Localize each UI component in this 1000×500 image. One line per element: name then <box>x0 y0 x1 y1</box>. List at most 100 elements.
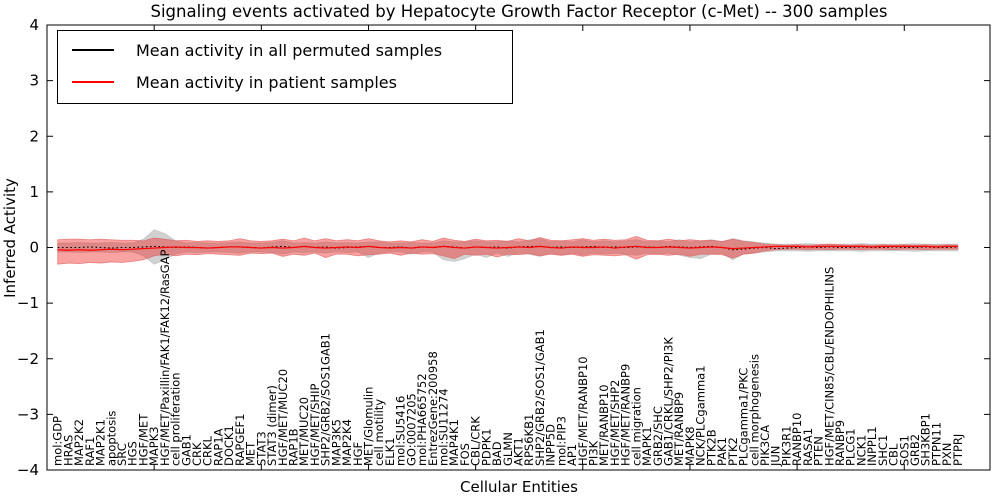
x-tick-label: RASA1 <box>801 428 815 466</box>
x-tick-label: PXN <box>940 443 954 466</box>
x-tick-label: MAP2K1 <box>94 419 108 466</box>
x-tick-label: RANBP10 <box>790 413 804 466</box>
y-tick-label: 0 <box>29 239 39 257</box>
x-tick-label: PTK2 <box>726 437 740 466</box>
x-tick-label: NCK1 <box>854 435 868 467</box>
x-tick-label: mol:PIP3 <box>554 416 568 466</box>
x-tick-label: MAP3K5 <box>329 419 343 466</box>
x-tick-label: HRAS <box>61 435 75 466</box>
x-tick-label: MAPK3 <box>147 426 161 466</box>
x-tick-labels: mol:GDPHRASMAP2K2RAF1MAP2K1apoptosisSRCH… <box>51 249 965 467</box>
chart-title: Signaling events activated by Hepatocyte… <box>151 2 888 21</box>
x-tick-label: SH3KBP1 <box>919 413 933 466</box>
x-tick-label: HGF/MET/SHIP <box>308 384 322 466</box>
x-tick-label: PTEN <box>812 436 826 466</box>
x-tick-label: HGF/MET/CIN85/CBL/ENDOPHILINS <box>822 267 836 466</box>
x-tick-label: MET/MUC20 <box>297 397 311 466</box>
x-tick-label: STAT3 (dimer) <box>265 385 279 466</box>
x-tick-label: JUN <box>769 446 783 467</box>
legend-label-patient: Mean activity in patient samples <box>136 72 397 92</box>
x-tick-label: AKT1 <box>512 437 526 466</box>
x-tick-label: DOCK1 <box>222 425 236 466</box>
x-tick-label: MAPK1 <box>640 426 654 466</box>
y-tick-label: 4 <box>29 16 39 34</box>
legend-line-patient-icon <box>72 81 114 83</box>
y-tick-label: 1 <box>29 183 39 201</box>
x-tick-label: PAK1 <box>715 437 729 466</box>
x-tick-label: PLCG1 <box>844 428 858 466</box>
x-tick-label: GAB1/CRKL/SHP2/PI3K <box>662 337 676 466</box>
patient-mean-line <box>57 245 958 251</box>
mean-lines <box>57 245 958 251</box>
y-tick-label: −2 <box>17 350 39 368</box>
x-tick-label: MET <box>244 441 258 466</box>
x-tick-label: GAB1 <box>179 434 193 466</box>
x-tick-label: PDPK1 <box>479 428 493 466</box>
x-tick-label: mol:SU11274 <box>436 388 450 466</box>
x-tick-label: PTPRJ <box>951 434 965 466</box>
x-tick-label: GO:0007205 <box>404 393 418 466</box>
x-tick-label: EntrezGene:200958 <box>426 351 440 466</box>
plot-frame <box>46 24 991 471</box>
x-tick-label: STAT3 <box>254 431 268 466</box>
x-tick-label: HGF/MET/RANBP10 <box>576 356 590 466</box>
x-tick-label: cell migration <box>629 387 643 466</box>
x-tick-label: mol:PHA665752 <box>415 373 429 466</box>
x-tick-label: MAPK8 <box>683 426 697 466</box>
x-tick-label: HGF/MET <box>136 413 150 466</box>
y-tick-label: −4 <box>17 461 39 479</box>
x-tick-label: PIK3CA <box>758 425 772 466</box>
x-tick-label: mol:GDP <box>51 416 65 466</box>
axis-ticks: 4 3 2 1 0 −1 −2 −3 −4 <box>17 16 990 479</box>
y-tick-label: 2 <box>29 127 39 145</box>
x-tick-label: cell motility <box>372 399 386 466</box>
x-tick-label: SHP2/GRB2/SOS1GAB1 <box>319 333 333 466</box>
x-tick-label: NCK/PLCgamma1 <box>694 365 708 466</box>
x-tick-label: PIK3R1 <box>779 426 793 467</box>
x-tick-label: mol:SU5416 <box>394 396 408 466</box>
x-tick-label: RAP1B <box>286 428 300 466</box>
x-tick-label: FOS <box>458 443 472 466</box>
x-tick-label: cell proliferation <box>169 372 183 466</box>
x-tick-label: PI3K <box>587 440 601 466</box>
x-tick-label: RAP1A <box>211 428 225 466</box>
x-tick-label: MET/RANBP9 <box>672 392 686 466</box>
legend-item-patient: Mean activity in patient samples <box>72 70 502 94</box>
x-tick-label: HGF/MET/Paxillin/FAK1/FAK12/RasGAP <box>158 249 172 466</box>
x-tick-label: GRB2/SHC <box>651 406 665 466</box>
x-tick-label: MET/Glomulin <box>361 387 375 466</box>
x-tick-label: apoptosis <box>104 411 118 466</box>
x-tick-label: PLCgamma1/PKC <box>737 368 751 466</box>
x-tick-label: HGF/MET/SHP2 <box>608 380 622 466</box>
x-tick-label: CRK <box>190 442 204 466</box>
y-tick-label: −3 <box>17 405 39 423</box>
x-axis-label: Cellular Entities <box>460 478 578 496</box>
legend: Mean activity in all permuted samples Me… <box>57 30 513 104</box>
x-tick-label: cell morphogenesis <box>747 354 761 466</box>
x-tick-label: MAP4K1 <box>447 419 461 466</box>
legend-line-permuted-icon <box>72 49 114 51</box>
x-tick-label: HGF <box>351 442 365 466</box>
x-tick-label: PTPN11 <box>929 422 943 466</box>
x-tick-label: HGS <box>126 441 140 466</box>
x-tick-label: ELK1 <box>383 437 397 466</box>
x-tick-label: INPPL1 <box>865 426 879 466</box>
legend-item-permuted: Mean activity in all permuted samples <box>72 38 502 62</box>
x-tick-label: MAP2K4 <box>340 419 354 466</box>
x-tick-label: SHP2/GRB2/SOS1/GAB1 <box>533 329 547 466</box>
patient-std-band <box>57 235 959 265</box>
x-tick-label: RAF1 <box>83 437 97 466</box>
x-tick-label: HGF/MET/MUC20 <box>276 369 290 466</box>
x-tick-label: CRKL <box>201 435 215 466</box>
y-tick-label: 3 <box>29 72 39 90</box>
x-tick-label: SHC1 <box>876 435 890 466</box>
x-tick-label: GLMN <box>501 432 515 466</box>
x-tick-label: CBL <box>887 443 901 466</box>
x-tick-label: BAD <box>490 441 504 466</box>
x-tick-label: CBL/CRK <box>469 416 483 466</box>
x-tick-label: RANBP9 <box>833 420 847 466</box>
x-tick-label: RAPGEF1 <box>233 414 247 466</box>
x-tick-label: INPP5D <box>544 424 558 466</box>
